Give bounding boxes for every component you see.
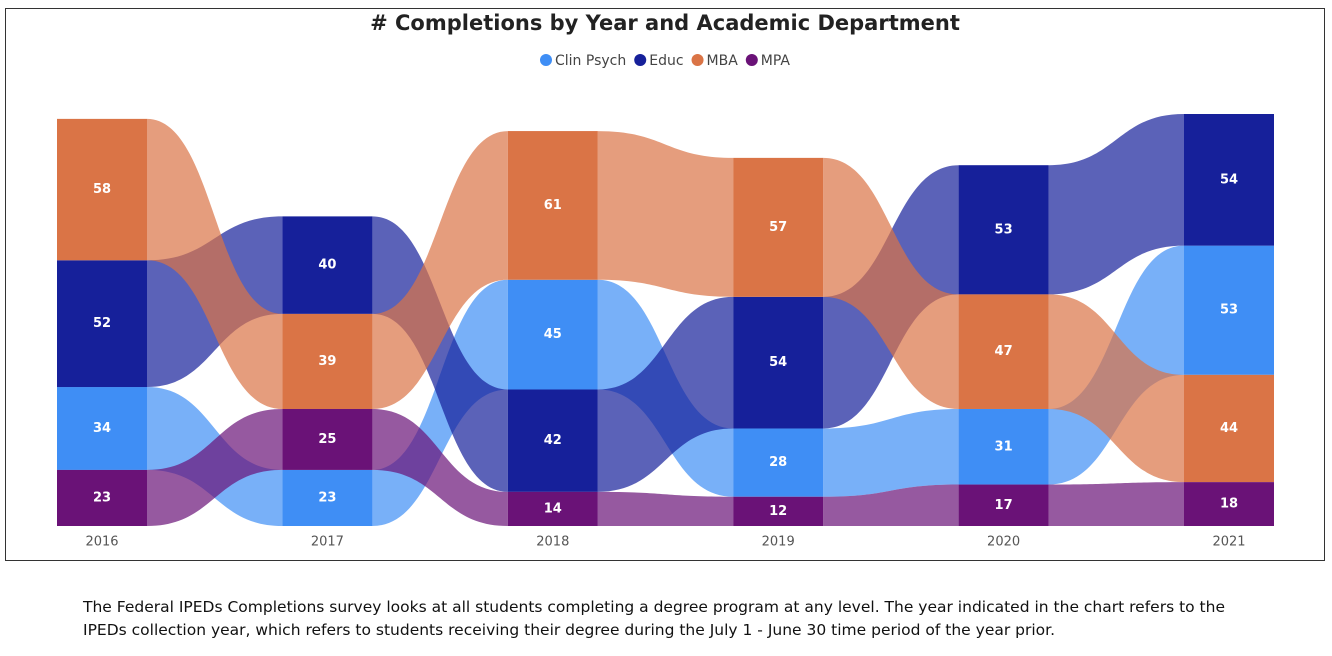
legend-label: Clin Psych	[555, 53, 626, 69]
data-label: 45	[544, 327, 562, 342]
chart: # Completions by Year and Academic Depar…	[5, 8, 1325, 561]
data-label: 18	[1220, 497, 1238, 512]
data-label: 25	[318, 432, 336, 447]
legend: Clin Psych Educ MBA MPA	[539, 53, 791, 69]
x-tick-label: 2017	[311, 535, 344, 550]
column-segment	[282, 313, 373, 409]
column-segment	[1184, 482, 1274, 526]
data-label: 52	[93, 316, 111, 331]
ribbon	[1048, 294, 1184, 483]
x-tick-label: 2020	[987, 535, 1020, 550]
column-segment	[507, 389, 598, 492]
column-segment	[958, 294, 1049, 409]
columns: 34 52 58 23 2016 23 40 39 25 2017 45 42 61 14 2018 28 54…	[57, 114, 1274, 550]
legend-item: Educ	[634, 53, 684, 69]
ribbon	[823, 484, 959, 526]
column-segment	[57, 387, 147, 470]
data-label: 61	[544, 198, 562, 213]
ribbon	[147, 118, 283, 409]
ribbon	[597, 491, 734, 526]
data-label: 57	[769, 220, 787, 235]
column-segment	[507, 131, 598, 280]
data-label: 54	[1220, 172, 1238, 187]
legend-swatch	[539, 54, 552, 66]
column-segment	[282, 216, 373, 314]
data-label: 12	[769, 504, 787, 519]
ribbons	[147, 114, 1184, 526]
x-tick-label: 2018	[536, 535, 569, 550]
column-segment	[57, 118, 147, 261]
legend-swatch	[745, 54, 758, 66]
data-label: 40	[318, 258, 336, 273]
ribbon	[597, 131, 734, 297]
column-segment	[733, 157, 824, 297]
legend-label: MPA	[761, 53, 791, 69]
column-segment	[733, 496, 824, 526]
ribbon	[372, 216, 508, 492]
legend-item: MBA	[691, 53, 739, 69]
chart-title: # Completions by Year and Academic Depar…	[370, 11, 960, 35]
x-tick-label: 2016	[85, 535, 118, 550]
column-segment	[1184, 114, 1274, 246]
column-segment	[733, 428, 824, 497]
column-segment	[958, 165, 1049, 295]
column-segment	[57, 469, 147, 526]
x-tick-label: 2019	[762, 535, 795, 550]
column-segment	[282, 408, 373, 470]
data-label: 14	[544, 501, 562, 516]
ribbon	[372, 408, 508, 526]
legend-swatch	[634, 54, 647, 66]
ribbon	[823, 408, 959, 497]
chart-border	[5, 8, 1325, 561]
legend-label: MBA	[707, 53, 739, 69]
ribbon	[1048, 482, 1184, 526]
legend-swatch	[691, 54, 704, 66]
footnote: The Federal IPEDs Completions survey loo…	[83, 598, 1225, 639]
data-label: 28	[769, 455, 787, 470]
ribbon	[372, 131, 508, 409]
data-label: 39	[318, 354, 336, 369]
column-segment	[57, 260, 147, 388]
data-label: 23	[93, 490, 111, 505]
column-segment	[507, 279, 598, 390]
data-label: 53	[1220, 303, 1238, 318]
x-tick-label: 2021	[1212, 535, 1245, 550]
ribbon	[1048, 114, 1184, 295]
column-segment	[282, 469, 373, 526]
column-segment	[958, 484, 1049, 526]
legend-item: Clin Psych	[539, 53, 626, 69]
data-label: 42	[544, 433, 562, 448]
column-segment	[958, 408, 1049, 485]
data-label: 34	[93, 421, 111, 436]
ribbon	[597, 296, 734, 492]
data-label: 47	[995, 344, 1013, 359]
legend-label: Educ	[649, 53, 683, 69]
data-label: 17	[995, 498, 1013, 513]
data-label: 58	[93, 182, 111, 197]
data-label: 54	[769, 355, 787, 370]
legend-item: MPA	[745, 53, 791, 69]
ribbon	[147, 408, 283, 526]
data-label: 31	[995, 439, 1013, 454]
ribbon	[823, 157, 959, 409]
column-segment	[1184, 245, 1274, 375]
column-segment	[507, 491, 598, 526]
data-label: 44	[1220, 421, 1238, 436]
column-segment	[733, 296, 824, 429]
data-label: 23	[318, 490, 336, 505]
data-label: 53	[995, 222, 1013, 237]
column-segment	[1184, 374, 1274, 483]
